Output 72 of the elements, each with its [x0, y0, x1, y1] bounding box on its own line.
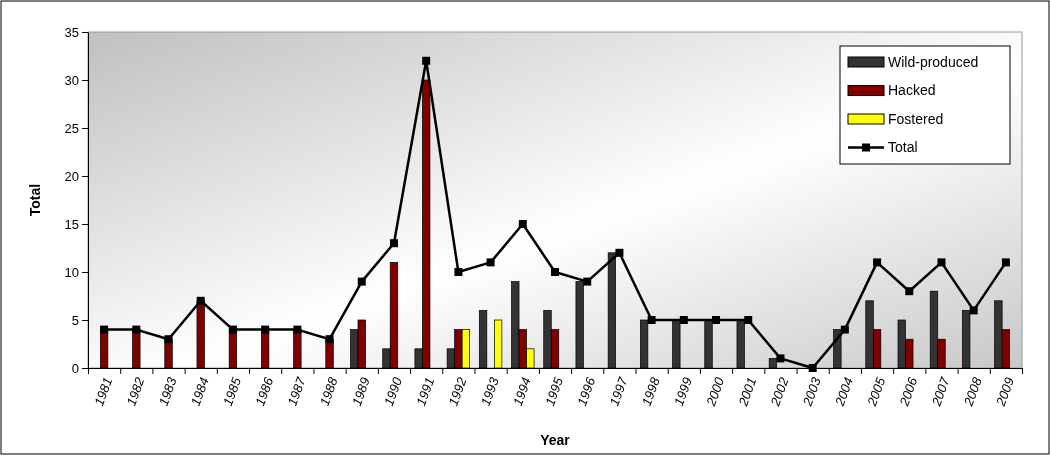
point: [228, 325, 237, 334]
point: [969, 306, 978, 315]
x-tick-label: 2004: [831, 375, 856, 409]
y-tick-label: 15: [64, 216, 79, 232]
point: [389, 239, 398, 248]
x-tick-label: 2000: [702, 374, 728, 409]
x-tick-label: 1995: [542, 374, 567, 408]
legend-label: Hacked: [888, 82, 936, 99]
y-tick-label: 35: [64, 24, 79, 40]
point: [551, 268, 559, 276]
x-tick-label: 1997: [606, 374, 631, 408]
x-tick-label: 1998: [638, 374, 663, 408]
point: [454, 268, 463, 276]
point: [583, 277, 592, 286]
x-tick-label: 1994: [509, 375, 534, 408]
x-tick-label: 1990: [381, 374, 406, 408]
x-tick-label: 1996: [574, 374, 599, 408]
point: [776, 354, 785, 363]
x-tick-label: 1988: [316, 374, 341, 408]
point: [164, 335, 173, 344]
x-tick-label: 2006: [896, 374, 921, 409]
point: [100, 325, 109, 334]
point: [647, 316, 656, 324]
x-tick-label: 2008: [960, 374, 986, 409]
point: [518, 220, 527, 228]
point: [132, 325, 141, 334]
x-tick-label: 1991: [413, 375, 438, 408]
point: [261, 325, 270, 334]
point: [325, 335, 334, 344]
x-tick-label: 2001: [735, 375, 760, 409]
y-tick-label: 25: [64, 120, 79, 136]
x-tick-label: 1999: [670, 375, 695, 408]
x-tick-label: 1992: [445, 374, 470, 408]
y-tick-label: 20: [64, 168, 79, 184]
point: [808, 364, 817, 372]
x-tick-label: 2007: [928, 374, 953, 409]
point: [615, 248, 624, 257]
x-tick-label: 1993: [477, 374, 502, 408]
y-tick-label: 30: [64, 72, 79, 88]
x-tick-label: 1986: [252, 374, 277, 408]
y-tick-label: 5: [71, 312, 79, 328]
point: [1001, 258, 1010, 267]
point: [679, 316, 688, 324]
x-tick-label: 1985: [220, 374, 245, 408]
legend-label: Fostered: [888, 110, 944, 127]
point: [840, 325, 849, 334]
y-tick-label: 10: [64, 264, 79, 280]
x-tick-label: 2005: [863, 374, 889, 409]
point: [357, 277, 366, 286]
x-tick-label: 2002: [767, 374, 792, 409]
legend-label: Total: [888, 139, 918, 156]
point: [293, 325, 302, 334]
y-tick-label: 0: [71, 360, 79, 376]
legend-label: Wild-produced: [888, 53, 979, 70]
x-tick-label: 2003: [799, 374, 825, 409]
point: [937, 258, 946, 267]
x-tick-label: 1983: [155, 374, 180, 408]
point: [422, 56, 431, 65]
x-tick-label: 1984: [187, 375, 212, 408]
x-tick-label: 1982: [123, 374, 148, 408]
point: [196, 296, 205, 305]
point: [712, 316, 721, 324]
x-tick-label: 1981: [91, 375, 116, 408]
point: [744, 316, 753, 324]
point: [873, 258, 882, 267]
point: [905, 287, 914, 296]
y-axis-title: Total: [27, 183, 43, 217]
x-tick-label: 1987: [284, 374, 309, 408]
x-tick-label: 1989: [348, 375, 373, 408]
x-axis-title: Year: [540, 432, 571, 448]
x-tick-label: 2009: [992, 375, 1017, 409]
point: [486, 258, 495, 267]
